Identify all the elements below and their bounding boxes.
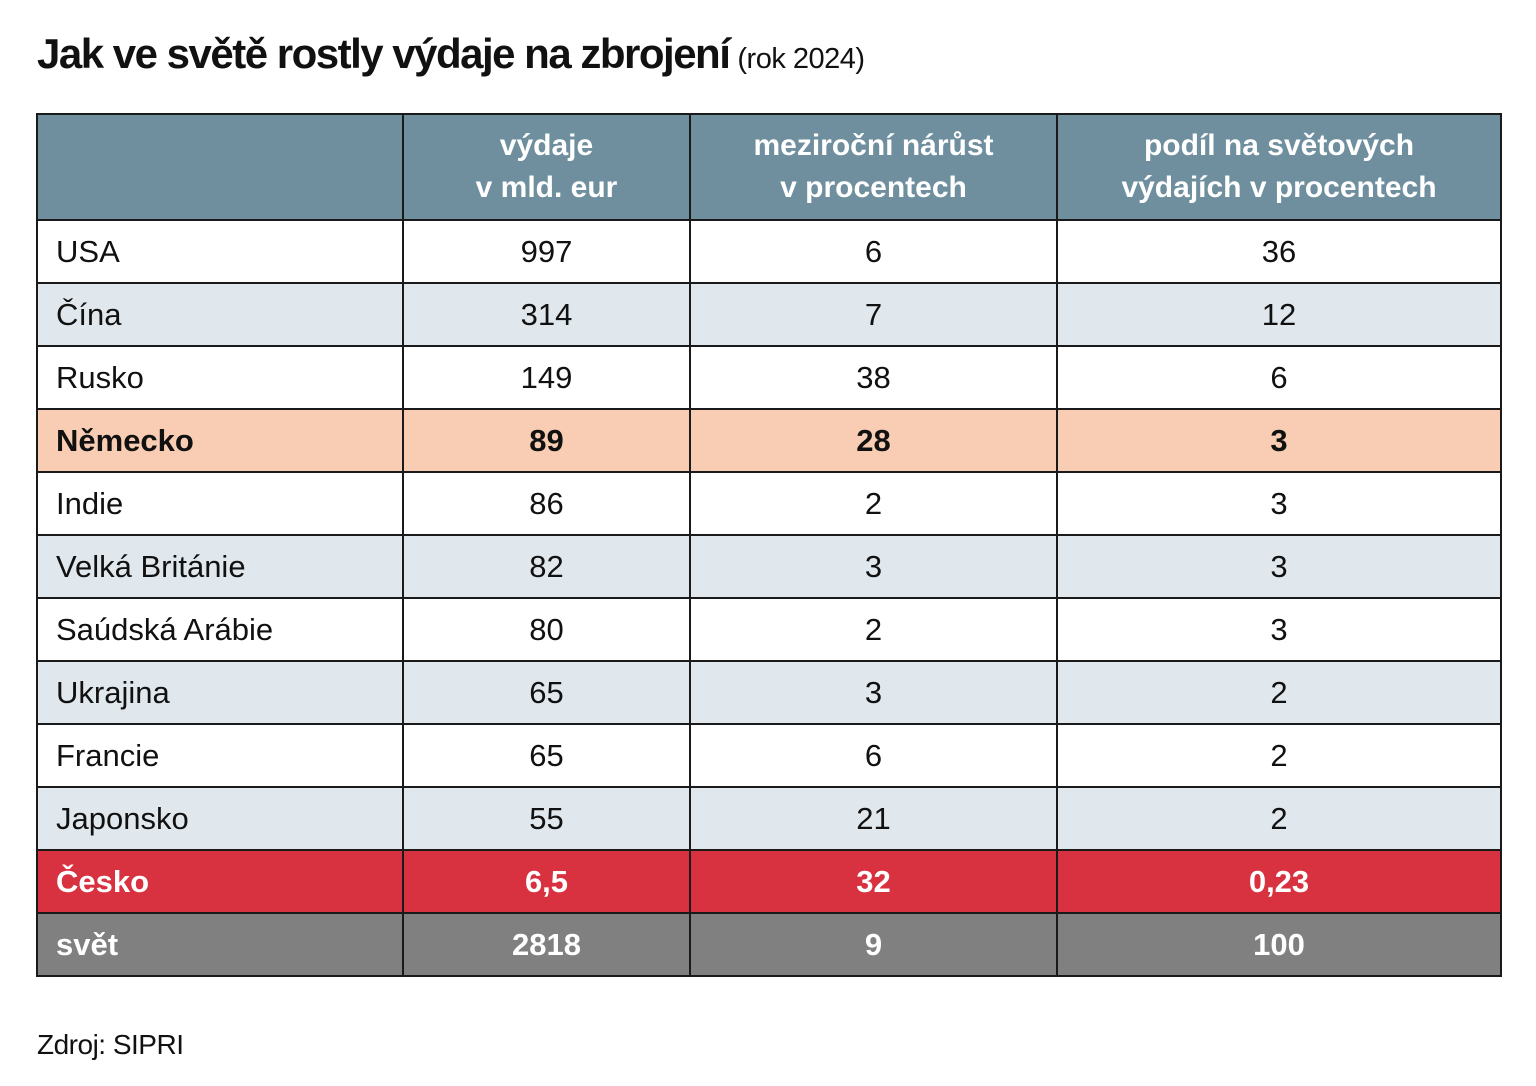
cell-growth: 3 bbox=[689, 660, 1058, 725]
cell-share: 100 bbox=[1056, 912, 1502, 977]
cell-country: Česko bbox=[36, 849, 404, 914]
header-share-line1: podíl na světových bbox=[1143, 129, 1415, 162]
table-row: USA 997 6 36 bbox=[36, 219, 1502, 284]
cell-spending: 2818 bbox=[402, 912, 691, 977]
header-spending-line2: v mld. eur bbox=[475, 171, 618, 204]
cell-country: Německo bbox=[36, 408, 404, 473]
cell-share: 0,23 bbox=[1056, 849, 1502, 914]
cell-growth: 32 bbox=[689, 849, 1058, 914]
header-country bbox=[36, 113, 404, 221]
cell-share: 2 bbox=[1056, 786, 1502, 851]
header-spending: výdaje v mld. eur bbox=[402, 113, 691, 221]
cell-country: Indie bbox=[36, 471, 404, 536]
cell-growth: 6 bbox=[689, 219, 1058, 284]
cell-growth: 2 bbox=[689, 597, 1058, 662]
cell-spending: 89 bbox=[402, 408, 691, 473]
cell-spending: 55 bbox=[402, 786, 691, 851]
cell-growth: 3 bbox=[689, 534, 1058, 599]
cell-growth: 38 bbox=[689, 345, 1058, 410]
cell-country: Saúdská Arábie bbox=[36, 597, 404, 662]
table-row: Francie 65 6 2 bbox=[36, 723, 1502, 788]
cell-growth: 7 bbox=[689, 282, 1058, 347]
table-row: Rusko 149 38 6 bbox=[36, 345, 1502, 410]
cell-growth: 21 bbox=[689, 786, 1058, 851]
header-growth-line2: v procentech bbox=[780, 171, 967, 204]
table-row: Ukrajina 65 3 2 bbox=[36, 660, 1502, 725]
cell-share: 3 bbox=[1056, 471, 1502, 536]
cell-growth: 28 bbox=[689, 408, 1058, 473]
header-growth: meziroční nárůst v procentech bbox=[689, 113, 1058, 221]
cell-country: svět bbox=[36, 912, 404, 977]
cell-share: 3 bbox=[1056, 408, 1502, 473]
cell-spending: 65 bbox=[402, 723, 691, 788]
cell-growth: 9 bbox=[689, 912, 1058, 977]
cell-growth: 6 bbox=[689, 723, 1058, 788]
table-body: USA 997 6 36 Čína 314 7 12 Rusko 149 38 6 Německo 89 2… bbox=[36, 219, 1502, 977]
cell-spending: 65 bbox=[402, 660, 691, 725]
cell-spending: 86 bbox=[402, 471, 691, 536]
table-row: svět 2818 9 100 bbox=[36, 912, 1502, 977]
cell-share: 2 bbox=[1056, 660, 1502, 725]
cell-country: Čína bbox=[36, 282, 404, 347]
cell-spending: 6,5 bbox=[402, 849, 691, 914]
cell-share: 36 bbox=[1056, 219, 1502, 284]
cell-country: Rusko bbox=[36, 345, 404, 410]
table-row: Japonsko 55 21 2 bbox=[36, 786, 1502, 851]
cell-spending: 82 bbox=[402, 534, 691, 599]
cell-country: Francie bbox=[36, 723, 404, 788]
cell-share: 12 bbox=[1056, 282, 1502, 347]
cell-country: Japonsko bbox=[36, 786, 404, 851]
table-row: Velká Británie 82 3 3 bbox=[36, 534, 1502, 599]
cell-share: 3 bbox=[1056, 597, 1502, 662]
cell-share: 3 bbox=[1056, 534, 1502, 599]
cell-country: USA bbox=[36, 219, 404, 284]
table-row: Saúdská Arábie 80 2 3 bbox=[36, 597, 1502, 662]
cell-growth: 2 bbox=[689, 471, 1058, 536]
cell-spending: 80 bbox=[402, 597, 691, 662]
table-row: Indie 86 2 3 bbox=[36, 471, 1502, 536]
table-row: Čína 314 7 12 bbox=[36, 282, 1502, 347]
cell-spending: 997 bbox=[402, 219, 691, 284]
source-note: Zdroj: SIPRI bbox=[37, 1029, 184, 1060]
cell-spending: 149 bbox=[402, 345, 691, 410]
header-spending-line1: výdaje bbox=[499, 129, 594, 162]
chart-title: Jak ve světě rostly výdaje na zbrojení (r… bbox=[37, 30, 865, 78]
cell-country: Velká Británie bbox=[36, 534, 404, 599]
title-subtitle: (rok 2024) bbox=[737, 43, 865, 75]
cell-share: 2 bbox=[1056, 723, 1502, 788]
header-share: podíl na světových výdajích v procentech bbox=[1056, 113, 1502, 221]
header-share-line2: výdajích v procentech bbox=[1121, 171, 1437, 204]
spending-table: výdaje v mld. eur meziroční nárůst v pro… bbox=[36, 113, 1502, 977]
table-row: Německo 89 28 3 bbox=[36, 408, 1502, 473]
title-main: Jak ve světě rostly výdaje na zbrojení bbox=[37, 30, 731, 77]
table-row: Česko 6,5 32 0,23 bbox=[36, 849, 1502, 914]
header-growth-line1: meziroční nárůst bbox=[753, 129, 994, 162]
table-header-row: výdaje v mld. eur meziroční nárůst v pro… bbox=[36, 113, 1502, 221]
cell-share: 6 bbox=[1056, 345, 1502, 410]
cell-country: Ukrajina bbox=[36, 660, 404, 725]
cell-spending: 314 bbox=[402, 282, 691, 347]
